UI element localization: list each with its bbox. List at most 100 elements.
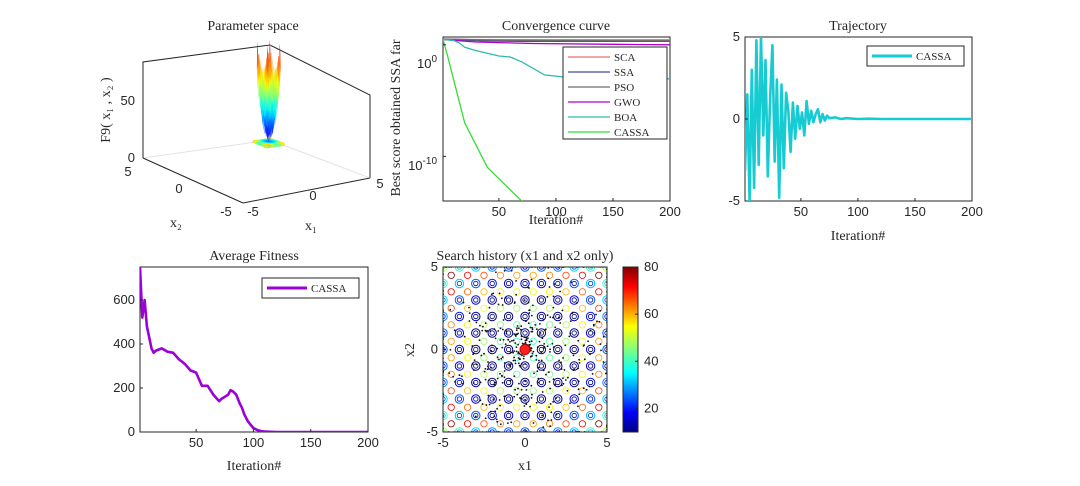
search-point: [490, 350, 493, 352]
search-point: [560, 361, 562, 364]
surface-patch: [262, 86, 264, 111]
search-point: [499, 327, 502, 330]
contour-ring: [489, 346, 495, 353]
surface-patch: [277, 69, 278, 84]
search-point: [542, 347, 545, 349]
surface-patch: [263, 79, 265, 91]
search-point: [512, 351, 514, 354]
surface-patch: [264, 92, 266, 117]
legend-label-cassa: CASSA: [614, 127, 650, 139]
surface-patch: [272, 117, 273, 135]
contour-ring: [489, 330, 495, 336]
contour-ring: [503, 278, 514, 289]
contour-ring: [555, 346, 561, 353]
contour-ring: [538, 297, 545, 303]
search-point: [545, 373, 547, 376]
search-point: [552, 401, 554, 403]
contour-ring: [538, 313, 545, 320]
search-point: [510, 269, 513, 272]
y-tick-label: 600: [113, 292, 135, 307]
search-point: [541, 337, 544, 340]
contour-ring: [562, 403, 570, 411]
search-point: [514, 362, 517, 365]
contour-ring: [480, 321, 488, 329]
search-point: [498, 399, 501, 401]
contour-ring: [456, 346, 462, 353]
surface-patch: [280, 54, 281, 74]
contour-ring: [480, 304, 488, 312]
search-point: [516, 333, 518, 336]
surface-patch: [266, 95, 267, 119]
contour-ring: [487, 377, 497, 388]
search-point: [552, 346, 555, 348]
contour-ring: [538, 363, 545, 369]
search-point: [547, 419, 549, 422]
contour-ring: [555, 280, 561, 287]
legend-label-cassa: CASSA: [311, 283, 347, 295]
search-point: [512, 359, 515, 362]
search-point: [532, 350, 535, 353]
search-point: [513, 356, 515, 359]
contour-ring: [463, 370, 472, 378]
search-point: [475, 363, 478, 366]
search-point: [542, 426, 545, 428]
surface-patch: [276, 82, 277, 100]
search-point: [559, 322, 562, 324]
search-point: [582, 345, 585, 347]
search-point: [591, 373, 594, 375]
surface-patch: [265, 61, 266, 81]
surface-patch: [268, 121, 269, 133]
search-point: [516, 327, 518, 330]
search-point: [521, 342, 524, 345]
search-point: [515, 346, 518, 348]
contour-ring: [496, 304, 504, 312]
contour-ring: [522, 313, 528, 320]
contour-ring: [571, 313, 577, 320]
search-point: [498, 292, 501, 295]
contour-ring: [585, 295, 596, 305]
contour-ring: [545, 321, 554, 329]
surface-patch: [265, 61, 266, 83]
contour-ring: [520, 377, 530, 388]
search-point: [501, 381, 504, 384]
search-point: [542, 318, 545, 321]
search-point: [518, 358, 521, 360]
search-point: [494, 381, 497, 384]
contour-ring: [538, 330, 545, 336]
search-point: [507, 422, 509, 424]
search-point: [554, 326, 557, 329]
contour-ring: [454, 295, 465, 305]
surface-patch: [267, 56, 268, 76]
search-point: [602, 361, 605, 363]
contour-ring: [480, 288, 488, 296]
search-point: [497, 330, 500, 332]
x-tick-label: 5: [603, 435, 610, 450]
surface-patch: [270, 82, 271, 104]
search-point: [510, 363, 512, 365]
surface-patch: [279, 82, 280, 91]
legend-label-ssa: SSA: [614, 67, 634, 79]
trajectory-xlabel: Iteration#: [831, 229, 885, 244]
contour-ring: [595, 337, 603, 345]
search-point: [547, 277, 550, 280]
surface-patch: [271, 96, 273, 125]
search-point: [577, 367, 579, 370]
contour-ring: [489, 396, 495, 402]
search-point: [561, 384, 563, 387]
surface-patch: [257, 50, 259, 81]
search-point: [488, 379, 490, 382]
contour-ring: [578, 337, 587, 345]
search-point: [515, 335, 517, 337]
contour-ring: [545, 387, 554, 395]
surface-patch: [277, 72, 278, 90]
contour-ring: [571, 297, 577, 303]
contour-ring: [480, 271, 488, 279]
contour-ring: [553, 377, 563, 388]
search-point: [486, 368, 489, 371]
search-point: [501, 346, 504, 349]
legend-label-cassa: CASSA: [916, 51, 952, 63]
surface-patch: [265, 98, 267, 127]
contour-ring: [443, 330, 446, 336]
search-point: [516, 325, 519, 327]
contour-ring: [473, 313, 479, 320]
